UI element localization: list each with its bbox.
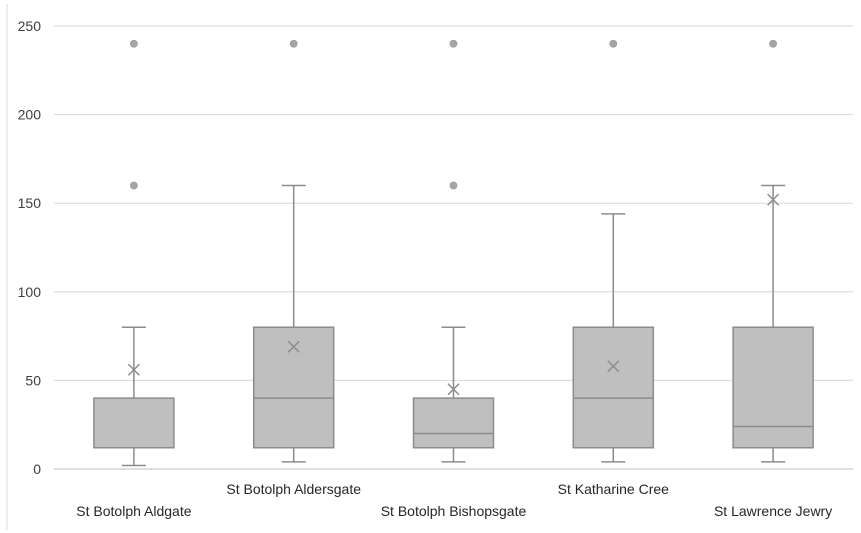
box-iqr: [93, 397, 175, 449]
x-axis-category-labels: St Botolph Aldgate St Botolph Aldersgate S…: [76, 481, 832, 519]
y-tick-label: 100: [18, 284, 42, 300]
mean-marker: [607, 360, 620, 373]
outlier-point: [449, 181, 458, 190]
x-category-label: St Lawrence Jewry: [714, 503, 832, 519]
mean-marker: [447, 383, 460, 396]
y-axis-tick-labels: 0 50 100 150 200 250: [18, 18, 42, 477]
outlier-point: [769, 39, 777, 48]
mean-marker: [767, 193, 780, 206]
x-category-label: St Katharine Cree: [558, 481, 669, 497]
x-category-label: St Botolph Aldersgate: [226, 481, 361, 497]
box-iqr: [252, 326, 335, 449]
y-tick-label: 250: [18, 18, 42, 34]
axes: [6, 4, 853, 530]
box-1: [252, 39, 335, 463]
box-4: [732, 39, 814, 463]
outlier-point: [289, 39, 298, 48]
mean-marker: [127, 363, 140, 376]
box-series: [93, 39, 814, 467]
box-iqr: [732, 326, 814, 449]
x-category-label: St Botolph Bishopsgate: [381, 503, 527, 519]
box-iqr: [412, 397, 495, 449]
box-3: [572, 39, 655, 463]
box-iqr: [572, 326, 655, 449]
box-0: [93, 39, 175, 467]
y-tick-label: 50: [25, 372, 41, 388]
mean-marker: [287, 340, 300, 353]
y-tick-label: 0: [33, 461, 41, 477]
outlier-point: [129, 181, 138, 190]
gridlines: [54, 25, 853, 381]
outlier-point: [449, 39, 458, 48]
y-tick-label: 200: [18, 107, 42, 123]
y-tick-label: 150: [18, 195, 42, 211]
outlier-point: [609, 39, 618, 48]
x-category-label: St Botolph Aldgate: [76, 503, 191, 519]
box-2: [412, 39, 495, 463]
outlier-point: [129, 39, 138, 48]
